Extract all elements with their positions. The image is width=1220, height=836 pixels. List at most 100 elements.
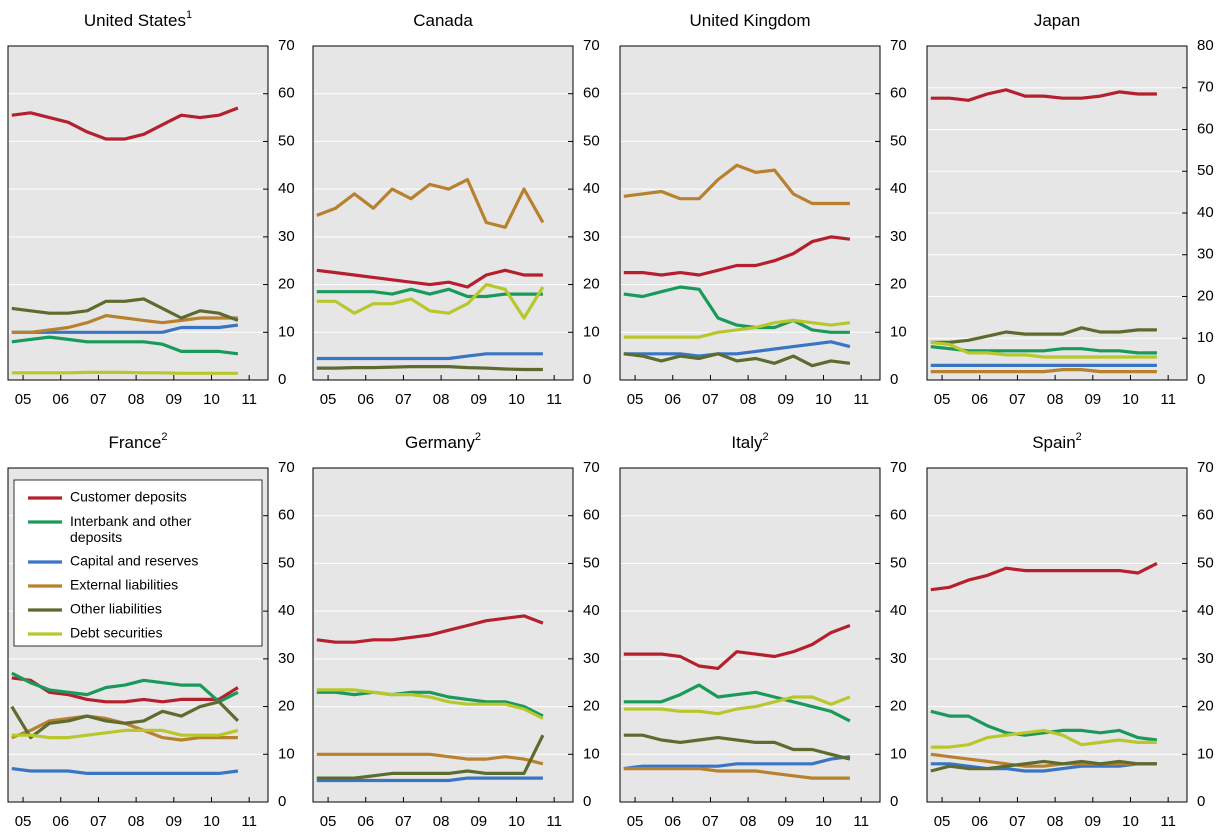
- series-line: [623, 695, 851, 716]
- series-line: [11, 671, 239, 704]
- y-tick-label: 20: [890, 276, 907, 293]
- x-tick-label: 06: [971, 813, 988, 830]
- plot-area: [8, 46, 268, 380]
- y-tick-label: 50: [890, 554, 907, 571]
- series-line: [316, 614, 544, 644]
- y-tick-label: 0: [278, 793, 286, 810]
- y-tick-label: 10: [890, 745, 907, 762]
- title-text: Italy: [731, 433, 763, 452]
- x-tick-label: 05: [320, 813, 337, 830]
- legend-label: Customer deposits: [70, 489, 187, 505]
- y-tick-label: 80: [1197, 37, 1214, 54]
- series-line: [623, 767, 850, 780]
- x-tick-label: 09: [777, 813, 794, 830]
- x-tick-label: 10: [203, 813, 220, 830]
- footnote-mark: 2: [161, 431, 167, 443]
- y-tick-label: 40: [1197, 204, 1214, 221]
- x-tick-label: 09: [165, 813, 182, 830]
- y-tick-label: 20: [1197, 698, 1214, 715]
- series-line: [11, 335, 239, 356]
- y-tick-label: 70: [890, 37, 907, 54]
- x-tick-label: 06: [664, 391, 681, 408]
- plot-area: [620, 46, 880, 380]
- y-tick-label: 60: [890, 85, 907, 102]
- chart-title: Italy2: [731, 431, 768, 453]
- x-tick-label: 05: [15, 391, 32, 408]
- y-tick-label: 20: [1197, 287, 1214, 304]
- x-tick-label: 07: [702, 391, 719, 408]
- title-text: France: [108, 433, 161, 452]
- series-line: [11, 314, 238, 334]
- x-tick-label: 09: [165, 391, 182, 408]
- series-line: [930, 709, 1158, 742]
- y-tick-label: 60: [583, 85, 600, 102]
- y-tick-label: 50: [1197, 162, 1214, 179]
- y-tick-label: 20: [583, 276, 600, 293]
- x-tick-label: 05: [15, 813, 32, 830]
- series-line: [316, 287, 543, 299]
- series-line: [930, 368, 1157, 374]
- legend-label: External liabilities: [70, 577, 178, 593]
- x-tick-label: 11: [853, 391, 869, 408]
- y-tick-label: 60: [890, 507, 907, 524]
- y-tick-label: 70: [583, 37, 600, 54]
- title-text: United States: [84, 11, 186, 30]
- series-line: [11, 370, 238, 375]
- x-tick-label: 09: [1084, 813, 1101, 830]
- y-tick-label: 50: [890, 132, 907, 149]
- y-tick-label: 10: [1197, 329, 1214, 346]
- legend: Customer deposits Interbank and other dep…: [13, 479, 263, 647]
- x-tick-label: 08: [433, 813, 450, 830]
- plot-frame: [926, 467, 1188, 803]
- x-tick-label: 08: [128, 813, 145, 830]
- y-tick-label: 30: [278, 650, 295, 667]
- x-tick-label: 08: [740, 813, 757, 830]
- chart-title: France2: [108, 431, 167, 453]
- x-tick-label: 07: [702, 813, 719, 830]
- x-tick-label: 05: [320, 391, 337, 408]
- x-tick-label: 10: [508, 813, 525, 830]
- x-tick-label: 07: [395, 391, 412, 408]
- chart-title: Germany2: [405, 431, 481, 453]
- chart-title: United Kingdom: [690, 11, 811, 30]
- y-tick-label: 70: [1197, 79, 1214, 96]
- y-tick-label: 40: [278, 180, 295, 197]
- series-line: [623, 235, 851, 277]
- series-line: [623, 352, 851, 368]
- series-line: [930, 88, 1157, 102]
- x-tick-label: 07: [1009, 813, 1026, 830]
- plot-area: [313, 46, 573, 380]
- y-tick-label: 0: [583, 371, 591, 388]
- x-tick-label: 07: [90, 813, 107, 830]
- y-tick-label: 40: [890, 180, 907, 197]
- x-tick-label: 06: [357, 813, 374, 830]
- series-line: [316, 352, 543, 361]
- y-tick-label: 60: [1197, 507, 1214, 524]
- x-tick-label: 06: [357, 391, 374, 408]
- y-tick-label: 40: [583, 180, 600, 197]
- legend-label: Debt securities: [70, 625, 163, 641]
- y-tick-label: 70: [583, 459, 600, 476]
- series-line: [930, 561, 1158, 592]
- footnote-mark: 1: [186, 9, 192, 21]
- x-tick-label: 10: [508, 391, 525, 408]
- y-tick-label: 0: [583, 793, 591, 810]
- x-tick-label: 07: [90, 391, 107, 408]
- y-tick-label: 70: [1197, 459, 1214, 476]
- x-tick-label: 11: [241, 813, 257, 830]
- x-tick-label: 09: [470, 813, 487, 830]
- y-tick-label: 0: [890, 371, 898, 388]
- y-tick-label: 10: [583, 745, 600, 762]
- x-tick-label: 08: [433, 391, 450, 408]
- legend-label: Other liabilities: [70, 601, 162, 617]
- x-tick-label: 10: [1122, 391, 1139, 408]
- x-tick-label: 10: [815, 391, 832, 408]
- plot-frame: [7, 467, 269, 803]
- series-line: [930, 340, 1157, 359]
- x-tick-label: 05: [627, 391, 644, 408]
- y-tick-label: 20: [890, 698, 907, 715]
- x-tick-label: 11: [853, 813, 869, 830]
- y-tick-label: 30: [1197, 650, 1214, 667]
- x-tick-label: 08: [740, 391, 757, 408]
